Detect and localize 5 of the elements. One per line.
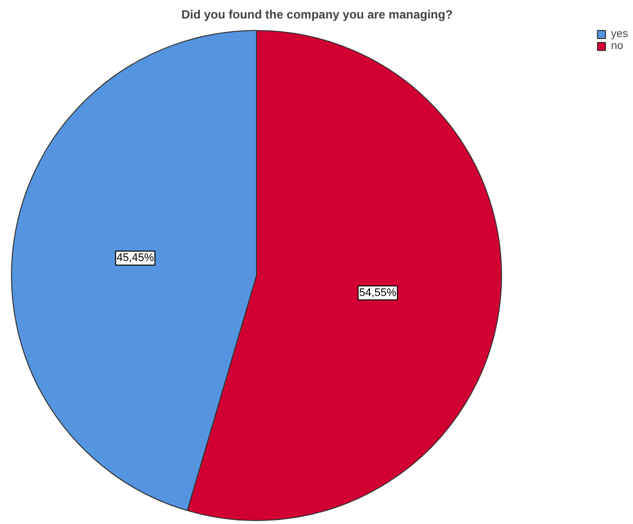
chart-title: Did you found the company you are managing? bbox=[181, 8, 453, 22]
legend-label: no bbox=[611, 40, 624, 52]
legend-label: yes bbox=[611, 28, 630, 40]
data-label: 54,55% bbox=[359, 286, 397, 299]
data-label: 45,45% bbox=[116, 252, 154, 264]
